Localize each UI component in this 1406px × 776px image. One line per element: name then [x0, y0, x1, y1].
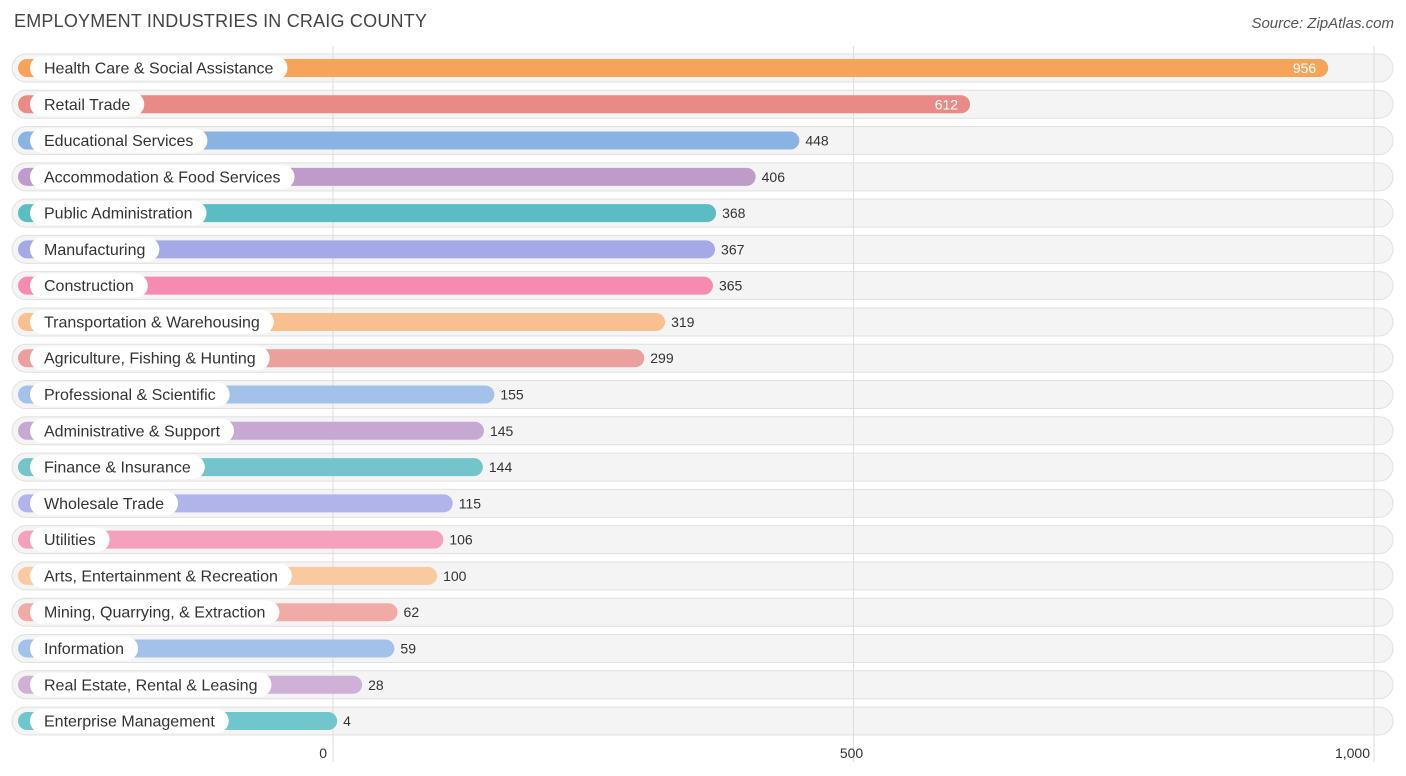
value-label: 115	[459, 495, 482, 511]
value-label: 299	[650, 350, 674, 366]
bar	[18, 240, 716, 259]
label-pill	[30, 128, 208, 153]
value-label: 62	[404, 604, 420, 620]
x-tick-label: 1,000	[1335, 745, 1370, 761]
category-label: Agriculture, Fishing & Hunting	[44, 351, 256, 368]
label-pill	[30, 491, 179, 516]
value-label: 144	[489, 459, 513, 475]
bar	[18, 276, 713, 295]
bar-group: Transportation & Warehousing 319	[18, 309, 695, 334]
category-label: Professional & Scientific	[44, 387, 216, 404]
category-label: Construction	[44, 278, 134, 295]
value-label: 100	[443, 568, 467, 584]
label-pill	[30, 563, 292, 588]
label-pill	[30, 309, 274, 334]
x-tick-label: 500	[840, 745, 864, 761]
value-label: 367	[721, 241, 745, 257]
category-label: Utilities	[44, 532, 96, 549]
value-label: 145	[490, 423, 514, 439]
bar	[18, 530, 444, 549]
value-label: 956	[1293, 60, 1317, 76]
bar-group: Manufacturing 367	[18, 237, 745, 262]
value-label: 4	[343, 713, 351, 729]
category-label: Administrative & Support	[44, 423, 221, 440]
category-label: Enterprise Management	[44, 714, 215, 731]
value-label: 368	[722, 205, 746, 221]
bar-group: Enterprise Management 4	[18, 709, 351, 734]
row-track	[11, 706, 1394, 736]
category-label: Information	[44, 641, 124, 658]
category-label: Finance & Insurance	[44, 460, 191, 477]
label-pill	[30, 273, 148, 298]
category-label: Public Administration	[44, 206, 193, 223]
bar-group: Information 59	[18, 636, 416, 661]
bar-group: Arts, Entertainment & Recreation 100	[18, 563, 467, 588]
label-pill	[30, 636, 139, 661]
category-label: Real Estate, Rental & Leasing	[44, 677, 257, 694]
category-label: Educational Services	[44, 133, 193, 150]
label-pill	[30, 672, 272, 697]
bar-group: Wholesale Trade 115	[18, 491, 482, 516]
category-label: Wholesale Trade	[44, 496, 164, 513]
label-pill	[30, 346, 270, 371]
bar-group: Finance & Insurance 144	[18, 455, 513, 480]
label-pill	[30, 201, 207, 226]
label-pill	[30, 418, 235, 443]
label-pill	[30, 455, 205, 480]
bar	[18, 131, 800, 150]
value-label: 406	[762, 169, 786, 185]
bar	[18, 59, 1329, 77]
category-label: Mining, Quarrying, & Extraction	[44, 605, 265, 622]
x-tick-label: 0	[319, 745, 327, 761]
bar-group: Utilities 106	[18, 527, 473, 552]
label-pill	[30, 164, 295, 189]
bar	[18, 95, 971, 114]
category-label: Arts, Entertainment & Recreation	[44, 568, 278, 585]
bar-group: Real Estate, Rental & Leasing 28	[18, 672, 384, 697]
value-label: 319	[671, 314, 695, 330]
category-label: Retail Trade	[44, 97, 130, 114]
value-label: 106	[449, 532, 473, 548]
category-label: Health Care & Social Assistance	[44, 61, 274, 78]
value-label: 612	[935, 96, 959, 112]
bar-group: Agriculture, Fishing & Hunting 299	[18, 346, 674, 371]
label-pill	[30, 709, 229, 734]
category-label: Transportation & Warehousing	[44, 314, 260, 331]
bar-group: Administrative & Support 145	[18, 418, 514, 443]
label-pill	[30, 92, 145, 117]
label-pill	[30, 527, 110, 552]
label-pill	[30, 382, 230, 407]
category-label: Manufacturing	[44, 242, 145, 259]
chart-source: Source: ZipAtlas.com	[1251, 15, 1394, 32]
bar-group: Health Care & Social Assistance 956	[18, 56, 1329, 80]
label-pill	[30, 237, 160, 262]
value-label: 155	[500, 387, 524, 403]
chart-title: EMPLOYMENT INDUSTRIES IN CRAIG COUNTY	[14, 11, 428, 31]
bar-group: Mining, Quarrying, & Extraction 62	[18, 600, 420, 625]
value-label: 28	[368, 677, 384, 693]
label-pill	[30, 56, 288, 80]
bar-group: Professional & Scientific 155	[18, 382, 524, 407]
value-label: 59	[400, 640, 416, 656]
bar-group: Construction 365	[18, 273, 743, 298]
category-label: Accommodation & Food Services	[44, 169, 281, 186]
bar-group: Retail Trade 612	[18, 92, 971, 117]
bar-group: Public Administration 368	[18, 201, 746, 226]
label-pill	[30, 600, 280, 625]
bar-group: Educational Services 448	[18, 128, 829, 153]
bar-group: Accommodation & Food Services 406	[18, 164, 786, 189]
value-label: 365	[719, 278, 743, 294]
value-label: 448	[805, 133, 829, 149]
